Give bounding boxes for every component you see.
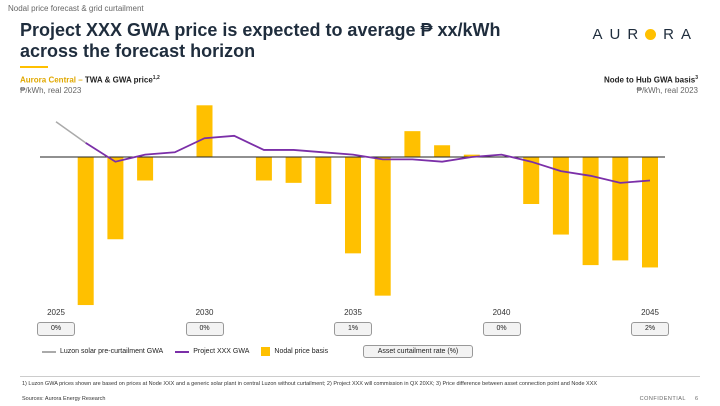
legend-curtailment-box: Asset curtailment rate (%) — [363, 345, 473, 358]
unit-right: ₱/kWh, real 2023 — [636, 86, 698, 95]
curtailment-box-2030: 0% — [185, 322, 224, 336]
bar-2033 — [285, 157, 302, 183]
bar-2044 — [612, 157, 629, 261]
bar-2032 — [255, 157, 272, 181]
sources: Sources: Aurora Energy Research — [22, 396, 106, 402]
chart-subtitle-left: Aurora Central – TWA & GWA price1,2 — [20, 75, 160, 85]
tick-label-2030: 2030 — [196, 308, 214, 317]
breadcrumb: Nodal price forecast & grid curtailment — [8, 4, 144, 13]
bar-2039 — [463, 154, 480, 157]
bar-2038 — [434, 145, 451, 157]
basis-footnote-ref: 3 — [695, 75, 698, 81]
curtailment-box-2035: 1% — [334, 322, 372, 336]
chart-subtitle-right: Node to Hub GWA basis3 — [604, 75, 698, 85]
gwa-line — [85, 134, 651, 184]
region-label: Aurora Central — [20, 75, 77, 85]
curtailment-box-2025: 0% — [37, 322, 75, 336]
tick-label-2045: 2045 — [641, 308, 659, 317]
logo-dot-icon — [645, 29, 657, 40]
tick-label-2035: 2035 — [344, 308, 362, 317]
logo-text-right: RA — [663, 26, 698, 43]
legend-swatch-gwa — [175, 350, 190, 353]
unit-left: ₱/kWh, real 2023 — [20, 86, 82, 95]
legend-swatch-bars — [261, 347, 271, 356]
footnote: 1) Luzon GWA prices shown are based on p… — [22, 381, 598, 387]
bar-2041 — [523, 157, 540, 204]
legend-item-bars: Nodal price basis — [261, 347, 328, 356]
logo-text-left: AUR — [592, 26, 646, 43]
bar-2036 — [374, 157, 391, 296]
bar-2043 — [582, 157, 599, 266]
confidential-label: CONFIDENTIAL — [639, 396, 686, 402]
bar-2030 — [196, 105, 213, 157]
bar-2028 — [137, 157, 154, 181]
legend-swatch-luzon — [42, 350, 56, 353]
legend-item-luzon: Luzon solar pre-curtailment GWA — [42, 348, 163, 355]
title-underline — [20, 66, 48, 68]
footer-divider — [20, 376, 700, 377]
subtitle-text: TWA & GWA price — [84, 75, 153, 85]
page-number: 6 — [694, 396, 698, 402]
bar-2042 — [552, 157, 569, 235]
bar-2026 — [77, 157, 94, 306]
bar-2045 — [642, 157, 658, 268]
subtitle-separator: – — [76, 75, 85, 85]
price-chart: 2025 2030 2035 2040 2045 — [40, 105, 665, 317]
bar-2034 — [315, 157, 332, 204]
bar-2027 — [107, 157, 124, 240]
legend: Luzon solar pre-curtailment GWA Project … — [42, 347, 328, 356]
legend-item-gwa: Project XXX GWA — [175, 348, 249, 355]
curtailment-box-2040: 0% — [482, 322, 521, 336]
tick-label-2025: 2025 — [47, 308, 65, 317]
luzon-line — [55, 121, 87, 144]
tick-label-2040: 2040 — [493, 308, 511, 317]
aurora-logo: AUR RA — [592, 26, 698, 43]
legend-label-gwa: Project XXX GWA — [193, 348, 250, 355]
subtitle-footnote-ref: 1,2 — [152, 75, 160, 81]
curtailment-box-2045: 2% — [631, 322, 669, 336]
bar-2035 — [345, 157, 361, 254]
legend-label-bars: Nodal price basis — [274, 348, 329, 355]
legend-label-luzon: Luzon solar pre-curtailment GWA — [60, 348, 164, 355]
bar-2037 — [404, 131, 421, 157]
basis-label: Node to Hub GWA basis — [603, 75, 696, 85]
page-title: Project XXX GWA price is expected to ave… — [20, 20, 501, 61]
